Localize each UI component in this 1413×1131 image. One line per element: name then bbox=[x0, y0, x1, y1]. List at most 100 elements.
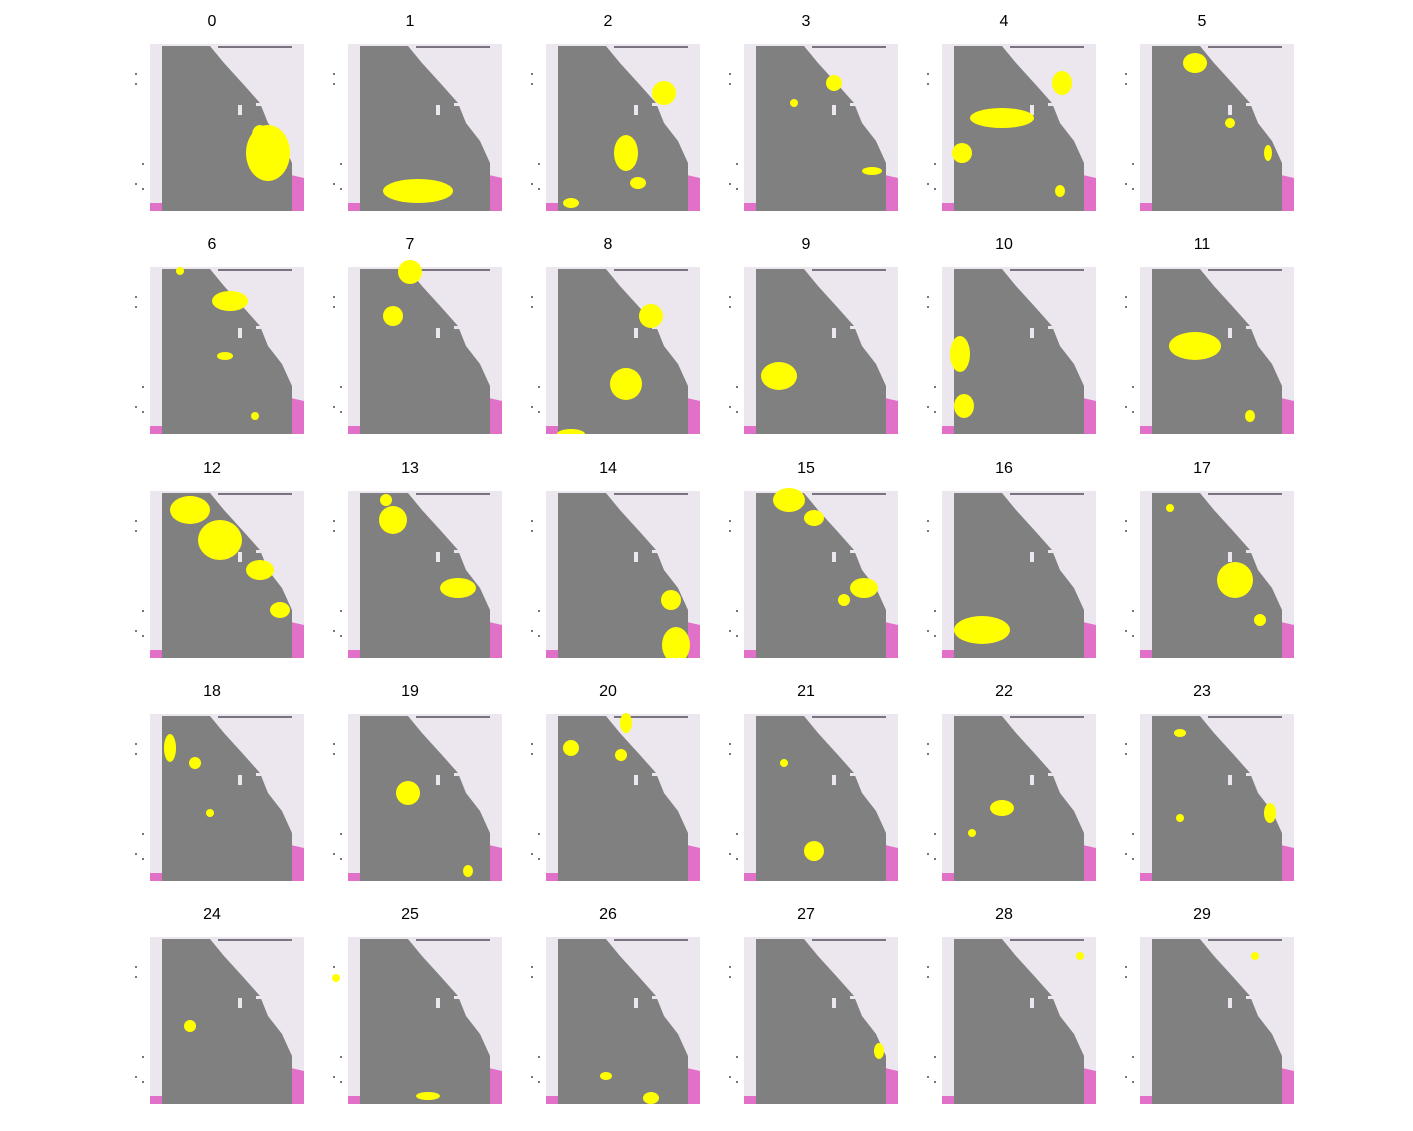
highlight-region bbox=[1174, 729, 1186, 737]
speck bbox=[531, 520, 533, 522]
speck bbox=[1125, 406, 1127, 408]
panel-title: 26 bbox=[599, 906, 617, 923]
highlight-region bbox=[246, 560, 274, 580]
speck bbox=[1132, 188, 1134, 190]
speck bbox=[340, 188, 342, 190]
cluster-panel: 13 bbox=[330, 458, 502, 658]
highlight-region bbox=[396, 781, 420, 805]
highlight-region bbox=[826, 75, 842, 91]
tissue-hole bbox=[634, 552, 638, 562]
tissue-region bbox=[360, 493, 490, 658]
tissue-hole bbox=[454, 996, 462, 999]
speck bbox=[1125, 853, 1127, 855]
label-bar bbox=[1208, 939, 1282, 941]
speck bbox=[142, 163, 144, 165]
highlight-group bbox=[1076, 952, 1084, 960]
highlight-group bbox=[773, 488, 878, 606]
highlight-region bbox=[990, 800, 1014, 816]
speck bbox=[927, 630, 929, 632]
speck bbox=[927, 183, 929, 185]
tissue-hole bbox=[1246, 996, 1254, 999]
tissue-map bbox=[135, 714, 304, 881]
panel-title: 3 bbox=[801, 13, 811, 30]
cluster-panel: 29 bbox=[1122, 904, 1294, 1104]
cluster-panel: 3 bbox=[726, 11, 898, 211]
highlight-region bbox=[643, 1092, 659, 1104]
tissue-hole bbox=[436, 998, 440, 1008]
tissue-hole bbox=[850, 773, 858, 776]
label-bar bbox=[812, 939, 886, 941]
highlight-region bbox=[1169, 332, 1221, 360]
tissue-hole bbox=[1048, 326, 1056, 329]
tissue-map bbox=[927, 937, 1096, 1104]
speck bbox=[1125, 1076, 1127, 1078]
speck bbox=[934, 188, 936, 190]
tissue-hole bbox=[634, 775, 638, 785]
highlight-region bbox=[176, 267, 184, 275]
speck bbox=[1132, 610, 1134, 612]
highlight-group bbox=[1174, 729, 1276, 823]
tissue-region bbox=[756, 493, 886, 658]
speck bbox=[729, 183, 731, 185]
speck bbox=[135, 406, 137, 408]
highlight-region bbox=[1264, 145, 1272, 161]
speck bbox=[333, 1076, 335, 1078]
highlight-region bbox=[1264, 803, 1276, 823]
speck bbox=[736, 386, 738, 388]
highlight-group bbox=[600, 1072, 659, 1104]
speck bbox=[531, 73, 533, 75]
speck bbox=[736, 635, 738, 637]
highlight-region bbox=[164, 734, 176, 762]
speck bbox=[531, 743, 533, 745]
cluster-panel: 8 bbox=[528, 234, 700, 434]
speck bbox=[934, 386, 936, 388]
tissue-map bbox=[1125, 267, 1294, 434]
speck bbox=[142, 188, 144, 190]
tissue-region bbox=[1152, 716, 1282, 881]
highlight-region bbox=[170, 496, 210, 524]
panel-title: 0 bbox=[207, 13, 217, 30]
tissue-hole bbox=[1246, 773, 1254, 776]
panel-title: 15 bbox=[797, 460, 815, 477]
highlight-region bbox=[600, 1072, 612, 1080]
tissue-map bbox=[729, 714, 898, 881]
cluster-panel: 27 bbox=[726, 904, 898, 1104]
label-bar bbox=[218, 716, 292, 718]
cluster-panel: 9 bbox=[726, 234, 898, 434]
label-bar bbox=[614, 46, 688, 48]
tissue-map bbox=[333, 260, 502, 434]
label-bar bbox=[218, 46, 292, 48]
tissue-region bbox=[360, 939, 490, 1104]
speck bbox=[135, 753, 137, 755]
speck bbox=[333, 306, 335, 308]
speck bbox=[531, 530, 533, 532]
tissue-map bbox=[729, 44, 898, 211]
speck bbox=[531, 83, 533, 85]
highlight-region bbox=[383, 179, 453, 203]
speck bbox=[333, 753, 335, 755]
tissue-hole bbox=[832, 998, 836, 1008]
highlight-region bbox=[1225, 118, 1235, 128]
tissue-hole bbox=[1048, 103, 1056, 106]
tissue-hole bbox=[454, 103, 462, 106]
panel-title: 29 bbox=[1193, 906, 1211, 923]
cluster-panel: 28 bbox=[924, 904, 1096, 1104]
tissue-hole bbox=[1030, 105, 1034, 115]
speck bbox=[729, 630, 731, 632]
highlight-region bbox=[615, 749, 627, 761]
tissue-region bbox=[954, 269, 1084, 434]
tissue-region bbox=[1152, 939, 1282, 1104]
tissue-map bbox=[927, 267, 1096, 434]
speck bbox=[729, 73, 731, 75]
speck bbox=[538, 833, 540, 835]
speck bbox=[538, 163, 540, 165]
tissue-region bbox=[558, 939, 688, 1104]
tissue-hole bbox=[1228, 552, 1232, 562]
tissue-map bbox=[729, 937, 898, 1104]
tissue-region bbox=[1152, 493, 1282, 658]
speck bbox=[333, 183, 335, 185]
tissue-map bbox=[1125, 937, 1294, 1104]
tissue-hole bbox=[436, 552, 440, 562]
label-bar bbox=[614, 939, 688, 941]
speck bbox=[927, 753, 929, 755]
